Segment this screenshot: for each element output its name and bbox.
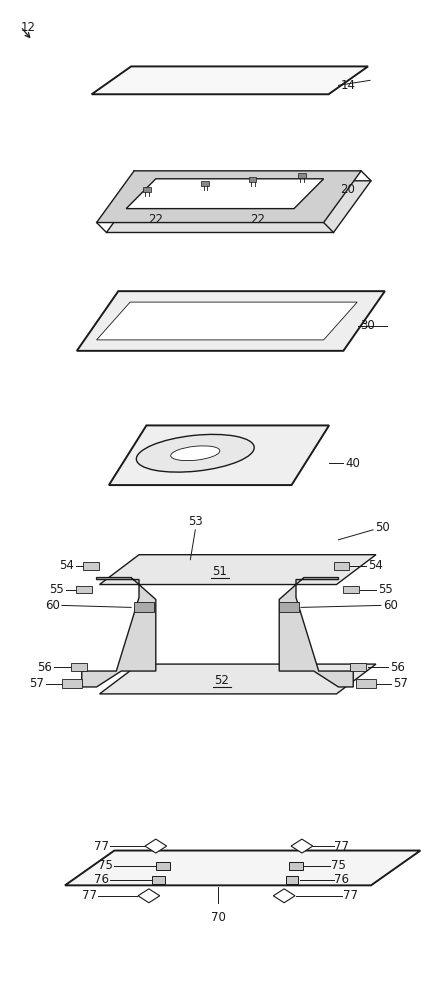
Polygon shape bbox=[62, 679, 82, 688]
Text: 77: 77 bbox=[344, 889, 358, 902]
Polygon shape bbox=[289, 862, 303, 870]
Polygon shape bbox=[334, 562, 349, 570]
Text: 12: 12 bbox=[20, 21, 36, 34]
Polygon shape bbox=[126, 179, 324, 209]
Text: 57: 57 bbox=[29, 677, 44, 690]
Text: 75: 75 bbox=[99, 859, 113, 872]
Polygon shape bbox=[71, 663, 87, 671]
Text: 14: 14 bbox=[341, 79, 355, 92]
Polygon shape bbox=[96, 171, 361, 223]
Polygon shape bbox=[143, 187, 151, 192]
Polygon shape bbox=[286, 876, 299, 884]
Text: 22: 22 bbox=[148, 213, 164, 226]
Polygon shape bbox=[99, 664, 376, 694]
Polygon shape bbox=[65, 851, 420, 885]
Text: 50: 50 bbox=[375, 521, 390, 534]
Text: 55: 55 bbox=[49, 583, 64, 596]
Polygon shape bbox=[356, 679, 376, 688]
Text: 77: 77 bbox=[95, 840, 109, 853]
Polygon shape bbox=[83, 562, 99, 570]
Text: 77: 77 bbox=[82, 889, 96, 902]
Polygon shape bbox=[350, 663, 366, 671]
Polygon shape bbox=[77, 291, 385, 351]
Polygon shape bbox=[145, 839, 167, 853]
Polygon shape bbox=[76, 586, 92, 593]
Ellipse shape bbox=[171, 446, 220, 461]
Text: 54: 54 bbox=[59, 559, 74, 572]
Polygon shape bbox=[273, 889, 295, 903]
Text: 20: 20 bbox=[341, 183, 355, 196]
Text: 60: 60 bbox=[45, 599, 60, 612]
Polygon shape bbox=[279, 578, 353, 687]
Polygon shape bbox=[152, 876, 165, 884]
Text: 70: 70 bbox=[211, 911, 225, 924]
Polygon shape bbox=[201, 181, 209, 186]
Text: 56: 56 bbox=[390, 661, 405, 674]
Text: 55: 55 bbox=[378, 583, 393, 596]
Polygon shape bbox=[279, 602, 299, 612]
Polygon shape bbox=[134, 602, 154, 612]
Polygon shape bbox=[92, 66, 368, 94]
Text: 53: 53 bbox=[188, 515, 203, 528]
Text: 57: 57 bbox=[393, 677, 408, 690]
Polygon shape bbox=[344, 586, 359, 593]
Text: 76: 76 bbox=[95, 873, 109, 886]
Polygon shape bbox=[109, 425, 329, 485]
Polygon shape bbox=[156, 862, 170, 870]
Polygon shape bbox=[82, 578, 156, 687]
Text: 76: 76 bbox=[334, 873, 350, 886]
Text: 40: 40 bbox=[345, 457, 360, 470]
Polygon shape bbox=[298, 173, 306, 178]
Polygon shape bbox=[99, 555, 376, 585]
Text: 77: 77 bbox=[334, 840, 350, 853]
Polygon shape bbox=[249, 177, 256, 182]
Text: 56: 56 bbox=[37, 661, 52, 674]
Text: 22: 22 bbox=[250, 213, 265, 226]
Text: 51: 51 bbox=[212, 565, 228, 578]
Ellipse shape bbox=[136, 434, 254, 472]
Polygon shape bbox=[291, 839, 313, 853]
Polygon shape bbox=[96, 302, 357, 340]
Text: 52: 52 bbox=[215, 674, 229, 687]
Text: 75: 75 bbox=[330, 859, 345, 872]
Polygon shape bbox=[106, 181, 371, 232]
Text: 30: 30 bbox=[360, 319, 375, 332]
Text: 60: 60 bbox=[383, 599, 398, 612]
Polygon shape bbox=[138, 889, 160, 903]
Text: 54: 54 bbox=[368, 559, 383, 572]
